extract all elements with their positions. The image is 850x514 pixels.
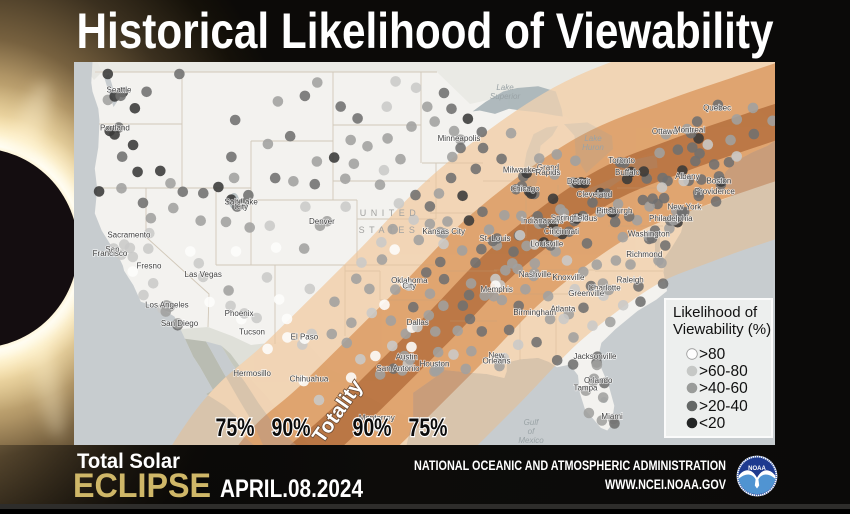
svg-text:New: New — [488, 351, 504, 360]
svg-text:Detroit: Detroit — [567, 177, 591, 186]
svg-text:Cleveland: Cleveland — [577, 190, 613, 199]
svg-text:Sacramento: Sacramento — [107, 231, 151, 240]
svg-text:Ottawa: Ottawa — [652, 127, 678, 136]
svg-text:>60-80: >60-80 — [699, 363, 748, 380]
svg-text:Mexico: Mexico — [518, 436, 544, 445]
svg-text:Raleigh: Raleigh — [617, 276, 644, 285]
svg-text:90%: 90% — [352, 414, 391, 442]
svg-text:Toronto: Toronto — [608, 156, 635, 165]
svg-text:90%: 90% — [271, 414, 310, 442]
svg-text:STATES: STATES — [359, 225, 420, 235]
svg-text:Atlanta: Atlanta — [550, 305, 575, 314]
svg-text:Phoenix: Phoenix — [225, 309, 254, 318]
svg-text:City: City — [402, 281, 416, 290]
svg-text:Indianapolis: Indianapolis — [521, 217, 564, 226]
svg-text:Tampa: Tampa — [573, 384, 598, 393]
svg-text:Charlotte: Charlotte — [588, 284, 621, 293]
svg-text:<20: <20 — [699, 415, 726, 432]
svg-text:Chicago: Chicago — [510, 185, 540, 194]
svg-text:Seattle: Seattle — [107, 86, 132, 95]
svg-text:Viewability (%): Viewability (%) — [673, 321, 771, 338]
svg-text:Los Angeles: Los Angeles — [145, 300, 189, 309]
svg-text:St. Louis: St. Louis — [479, 234, 510, 243]
svg-text:Rapids: Rapids — [536, 168, 561, 177]
svg-text:Birmingham: Birmingham — [513, 308, 556, 317]
svg-text:Las Vegas: Las Vegas — [185, 270, 222, 279]
svg-text:Oklahoma: Oklahoma — [391, 276, 428, 285]
svg-text:>40-60: >40-60 — [699, 380, 748, 397]
svg-text:Boston: Boston — [706, 177, 731, 186]
svg-text:Hermosillo: Hermosillo — [233, 369, 271, 378]
svg-text:75%: 75% — [215, 414, 254, 442]
svg-text:Portland: Portland — [100, 123, 130, 132]
svg-text:Philadelphia: Philadelphia — [649, 214, 693, 223]
svg-text:of: of — [528, 427, 535, 436]
svg-text:Cincinnati: Cincinnati — [544, 227, 579, 236]
svg-text:Springfield: Springfield — [551, 213, 589, 222]
svg-text:Orleans: Orleans — [482, 357, 510, 366]
svg-text:Houston: Houston — [420, 360, 450, 369]
svg-text:>20-40: >20-40 — [699, 398, 748, 415]
svg-text:Austin: Austin — [396, 353, 418, 362]
svg-text:Washington: Washington — [628, 230, 670, 239]
svg-text:Salt Lake: Salt Lake — [225, 198, 259, 207]
svg-text:Milwaukee: Milwaukee — [503, 166, 541, 175]
svg-text:Louisville: Louisville — [530, 240, 563, 249]
svg-text:San Diego: San Diego — [161, 319, 199, 328]
svg-text:NATIONAL OCEANIC AND ATMOSPHER: NATIONAL OCEANIC AND ATMOSPHERIC ADMINIS… — [414, 458, 726, 473]
svg-text:Total Solar: Total Solar — [77, 449, 181, 473]
svg-text:Kansas City: Kansas City — [422, 227, 465, 236]
svg-text:New York: New York — [668, 202, 703, 211]
svg-text:Memphis: Memphis — [480, 285, 512, 294]
svg-text:Chihuahua: Chihuahua — [290, 375, 329, 384]
svg-text:ECLIPSE: ECLIPSE — [73, 467, 211, 505]
svg-text:Likelihood of: Likelihood of — [673, 304, 758, 321]
svg-text:Fresno: Fresno — [137, 262, 162, 271]
svg-text:Columbus: Columbus — [561, 214, 597, 223]
svg-text:Denver: Denver — [309, 217, 335, 226]
svg-text:Francisco: Francisco — [93, 249, 128, 258]
svg-text:Dallas: Dallas — [407, 318, 429, 327]
svg-text:Lake: Lake — [584, 134, 602, 143]
svg-text:>80: >80 — [699, 346, 726, 363]
svg-text:Lake: Lake — [496, 83, 514, 92]
svg-text:APRIL.08.2024: APRIL.08.2024 — [220, 475, 363, 503]
svg-text:Greenville: Greenville — [568, 289, 605, 298]
svg-text:WWW.NCEI.NOAA.GOV: WWW.NCEI.NOAA.GOV — [605, 476, 727, 492]
svg-text:Grand: Grand — [537, 163, 559, 172]
svg-text:UNITED: UNITED — [360, 208, 421, 218]
svg-text:75%: 75% — [408, 414, 447, 442]
svg-text:Monterrey: Monterrey — [359, 414, 395, 423]
svg-text:Miami: Miami — [601, 412, 623, 421]
svg-text:Orlando: Orlando — [584, 376, 613, 385]
svg-text:Minneapolis: Minneapolis — [438, 134, 481, 143]
svg-text:Knoxville: Knoxville — [552, 273, 585, 282]
svg-text:Tucson: Tucson — [239, 328, 265, 337]
svg-text:San: San — [105, 245, 119, 254]
svg-text:Albany: Albany — [675, 172, 699, 181]
svg-text:Buffalo: Buffalo — [615, 168, 640, 177]
svg-text:NOAA: NOAA — [748, 466, 766, 472]
svg-text:Quebec: Quebec — [703, 103, 731, 112]
svg-text:City: City — [234, 203, 248, 212]
svg-text:Pittsburgh: Pittsburgh — [596, 206, 632, 215]
svg-text:Huron: Huron — [582, 143, 604, 152]
svg-text:Nashville: Nashville — [519, 270, 552, 279]
svg-text:Richmond: Richmond — [626, 250, 662, 259]
svg-text:Historical Likelihood of Viewa: Historical Likelihood of Viewability — [77, 3, 774, 59]
svg-text:San Antonio: San Antonio — [376, 364, 420, 373]
svg-text:Montreal: Montreal — [674, 126, 705, 135]
svg-text:Providence: Providence — [695, 187, 736, 196]
svg-text:Gulf: Gulf — [524, 418, 539, 427]
svg-text:Jacksonville: Jacksonville — [573, 352, 617, 361]
svg-text:Superior: Superior — [490, 92, 521, 101]
svg-text:El Paso: El Paso — [291, 332, 319, 341]
